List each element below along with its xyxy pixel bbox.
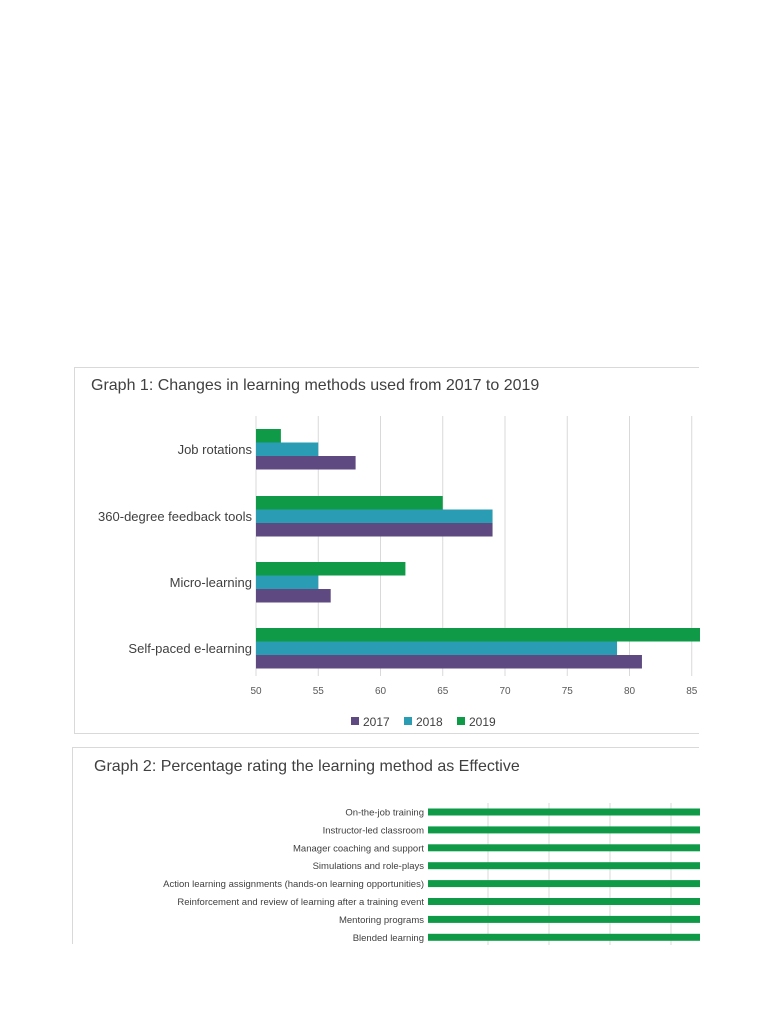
legend-swatch (351, 717, 359, 725)
graph2-title: Graph 2: Percentage rating the learning … (94, 758, 520, 775)
category-label: 360-degree feedback tools (98, 509, 252, 524)
bar-effective (428, 933, 700, 941)
bar-2018 (256, 641, 618, 655)
x-tick-label: 75 (562, 686, 574, 697)
bar-2017 (256, 523, 493, 537)
bar-2019 (256, 628, 700, 642)
legend-label: 2017 (363, 715, 390, 729)
legend-swatch (404, 717, 412, 725)
graph1-title: Graph 1: Changes in learning methods use… (91, 377, 540, 394)
category-label: Reinforcement and review of learning aft… (177, 897, 424, 908)
x-tick-label: 55 (313, 686, 325, 697)
bar-effective (428, 826, 700, 834)
x-tick-label: 70 (499, 686, 511, 697)
x-tick-label: 65 (437, 686, 449, 697)
category-label: On-the-job training (345, 808, 424, 819)
category-label: Instructor-led classroom (323, 825, 424, 836)
bar-2019 (256, 562, 406, 576)
bar-2018 (256, 509, 493, 523)
category-label: Manager coaching and support (293, 843, 424, 854)
category-label: Job rotations (178, 442, 253, 457)
bar-effective (428, 808, 700, 816)
graph1-chart: 50 55 60 65 70 75 80 85 Job rotations 360-degree … (98, 416, 700, 729)
x-tick-label: 50 (250, 686, 262, 697)
bar-effective (428, 862, 700, 870)
graph2-panel: Graph 2: Percentage rating the learning … (72, 747, 700, 945)
bar-2017 (256, 589, 331, 603)
bar-2019 (256, 496, 443, 510)
bar-effective (428, 915, 700, 923)
graph1-panel: Graph 1: Changes in learning methods use… (74, 367, 700, 734)
category-label: Self-paced e-learning (128, 641, 252, 656)
legend-swatch (457, 717, 465, 725)
category-label: Micro-learning (170, 575, 252, 590)
bar-2018 (256, 575, 319, 589)
legend-label: 2018 (416, 715, 443, 729)
bar-2018 (256, 442, 319, 456)
bar-2019 (256, 429, 281, 443)
bar-2017 (256, 655, 642, 669)
bar-effective (428, 844, 700, 852)
x-tick-label: 85 (686, 686, 698, 697)
category-label: Mentoring programs (339, 915, 424, 926)
category-label: Action learning assignments (hands-on le… (163, 879, 424, 890)
bar-effective (428, 880, 700, 888)
bar-2017 (256, 456, 356, 470)
legend-label: 2019 (469, 715, 496, 729)
category-label: Simulations and role-plays (313, 861, 425, 872)
graph2-chart: On-the-job training Instructor-led classr… (163, 803, 700, 945)
category-label: Blended learning (353, 933, 424, 944)
x-tick-label: 80 (624, 686, 636, 697)
bar-effective (428, 898, 700, 905)
x-tick-label: 60 (375, 686, 387, 697)
